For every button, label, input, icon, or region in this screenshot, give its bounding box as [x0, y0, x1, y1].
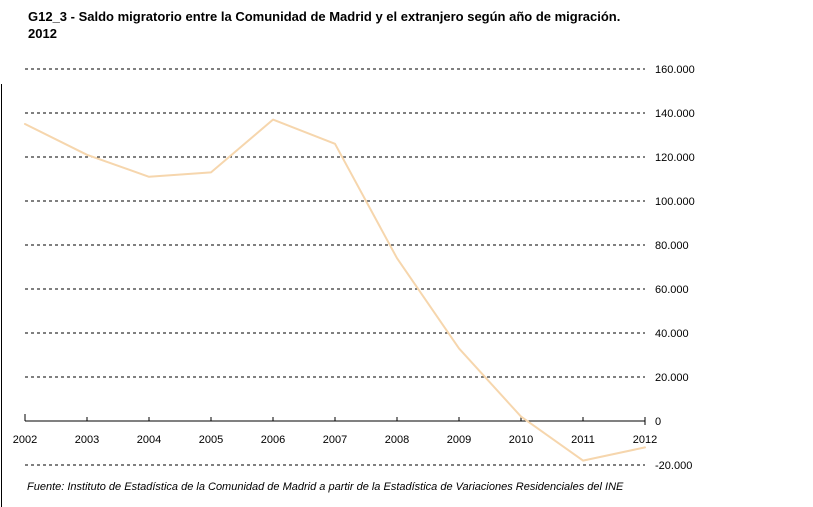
data-line: [24, 118, 646, 462]
y-axis-label: 120.000: [655, 152, 695, 164]
x-axis-label: 2010: [509, 434, 533, 446]
chart-title: G12_3 - Saldo migratorio entre la Comuni…: [28, 8, 728, 42]
x-axis-label: 2005: [199, 434, 223, 446]
x-axis-label: 2007: [323, 434, 347, 446]
x-axis-label: 2008: [385, 434, 409, 446]
x-axis-label: 2003: [75, 434, 99, 446]
left-frame-line: [1, 84, 2, 507]
y-axis-label: -20.000: [655, 460, 692, 472]
x-axis-label: 2004: [137, 434, 161, 446]
chart-title-text: G12_3 - Saldo migratorio entre la Comuni…: [28, 9, 621, 24]
chart-title-year: 2012: [28, 26, 57, 41]
x-axis-label: 2006: [261, 434, 285, 446]
y-axis-label: 60.000: [655, 284, 689, 296]
y-axis-label: 140.000: [655, 108, 695, 120]
y-axis-label: 20.000: [655, 372, 689, 384]
y-axis-label: 40.000: [655, 328, 689, 340]
source-note: Fuente: Instituto de Estadística de la C…: [27, 481, 624, 493]
y-axis-label: 80.000: [655, 240, 689, 252]
y-axis-label: 100.000: [655, 196, 695, 208]
x-axis-label: 2011: [571, 434, 595, 446]
x-axis-label: 2012: [633, 434, 657, 446]
y-axis-label: 160.000: [655, 64, 695, 76]
x-axis-label: 2002: [13, 434, 37, 446]
y-axis-label: 0: [655, 416, 661, 428]
x-axis-label: 2009: [447, 434, 471, 446]
